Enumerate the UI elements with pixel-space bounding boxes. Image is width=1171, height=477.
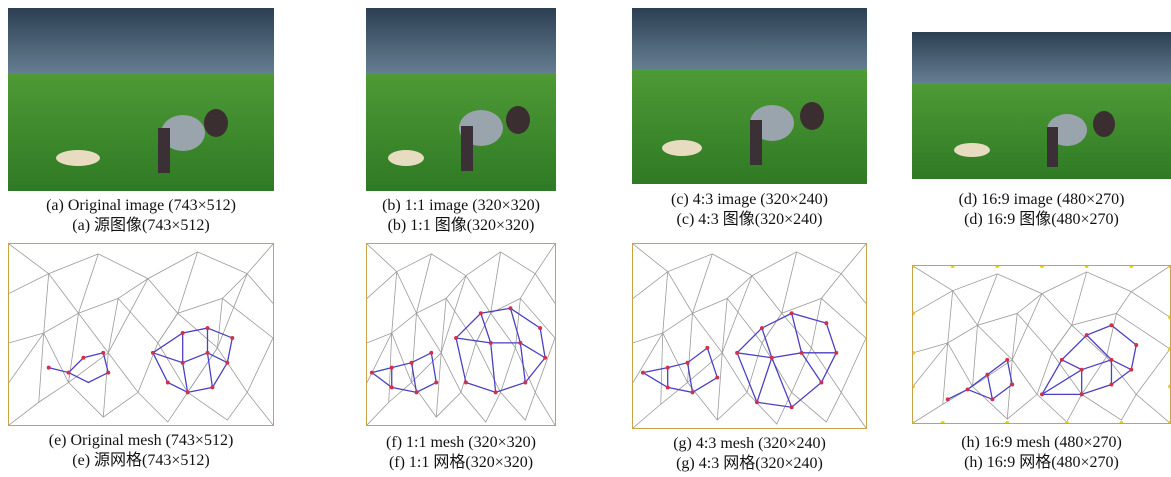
caption-a: (a) Original image (743×512) (a) 源图像(743… — [8, 196, 274, 236]
caption-g: (g) 4:3 mesh (320×240) (g) 4:3 网格(320×24… — [624, 434, 875, 474]
photo-original — [8, 8, 274, 191]
photo-4-3 — [632, 8, 867, 184]
caption-e-zh: (e) 源网格(743×512) — [72, 452, 210, 469]
caption-b-zh: (b) 1:1 图像(320×320) — [387, 217, 535, 234]
caption-c: (c) 4:3 image (320×240) (c) 4:3 图像(320×2… — [624, 190, 875, 230]
mesh-1-1-svg — [367, 244, 555, 425]
photo-16-9-svg — [912, 32, 1171, 179]
caption-f-en: (f) 1:1 mesh (320×320) — [386, 434, 536, 451]
caption-f-zh: (f) 1:1 网格(320×320) — [388, 454, 534, 471]
mesh-original — [8, 243, 274, 426]
mesh-1-1 — [366, 243, 556, 426]
caption-a-en: (a) Original image (743×512) — [46, 197, 236, 214]
caption-d: (d) 16:9 image (480×270) (d) 16:9 图像(480… — [912, 190, 1171, 230]
caption-h: (h) 16:9 mesh (480×270) (h) 16:9 网格(480×… — [912, 433, 1171, 473]
caption-e: (e) Original mesh (743×512) (e) 源网格(743×… — [8, 431, 274, 471]
caption-f: (f) 1:1 mesh (320×320) (f) 1:1 网格(320×32… — [346, 433, 576, 473]
photo-original-svg — [8, 8, 274, 191]
caption-d-zh: (d) 16:9 图像(480×270) — [964, 211, 1119, 228]
caption-e-en: (e) Original mesh (743×512) — [48, 432, 234, 449]
caption-b: (b) 1:1 image (320×320) (b) 1:1 图像(320×3… — [346, 196, 576, 236]
mesh-16-9 — [912, 265, 1171, 424]
caption-b-en: (b) 1:1 image (320×320) — [382, 197, 540, 214]
photo-1-1 — [366, 8, 556, 191]
mesh-16-9-svg — [913, 266, 1170, 423]
photo-1-1-svg — [366, 8, 556, 191]
photo-16-9 — [912, 32, 1171, 179]
caption-h-en: (h) 16:9 mesh (480×270) — [961, 434, 1122, 451]
photo-4-3-svg — [632, 8, 867, 184]
caption-g-en: (g) 4:3 mesh (320×240) — [673, 435, 826, 452]
caption-g-zh: (g) 4:3 网格(320×240) — [676, 455, 823, 472]
caption-c-zh: (c) 4:3 图像(320×240) — [676, 211, 823, 228]
caption-c-en: (c) 4:3 image (320×240) — [671, 191, 828, 208]
caption-d-en: (d) 16:9 image (480×270) — [958, 191, 1125, 208]
mesh-4-3 — [632, 243, 867, 429]
mesh-4-3-svg — [633, 244, 866, 428]
caption-h-zh: (h) 16:9 网格(480×270) — [964, 454, 1119, 471]
caption-a-zh: (a) 源图像(743×512) — [72, 217, 210, 234]
mesh-original-svg — [9, 244, 273, 425]
